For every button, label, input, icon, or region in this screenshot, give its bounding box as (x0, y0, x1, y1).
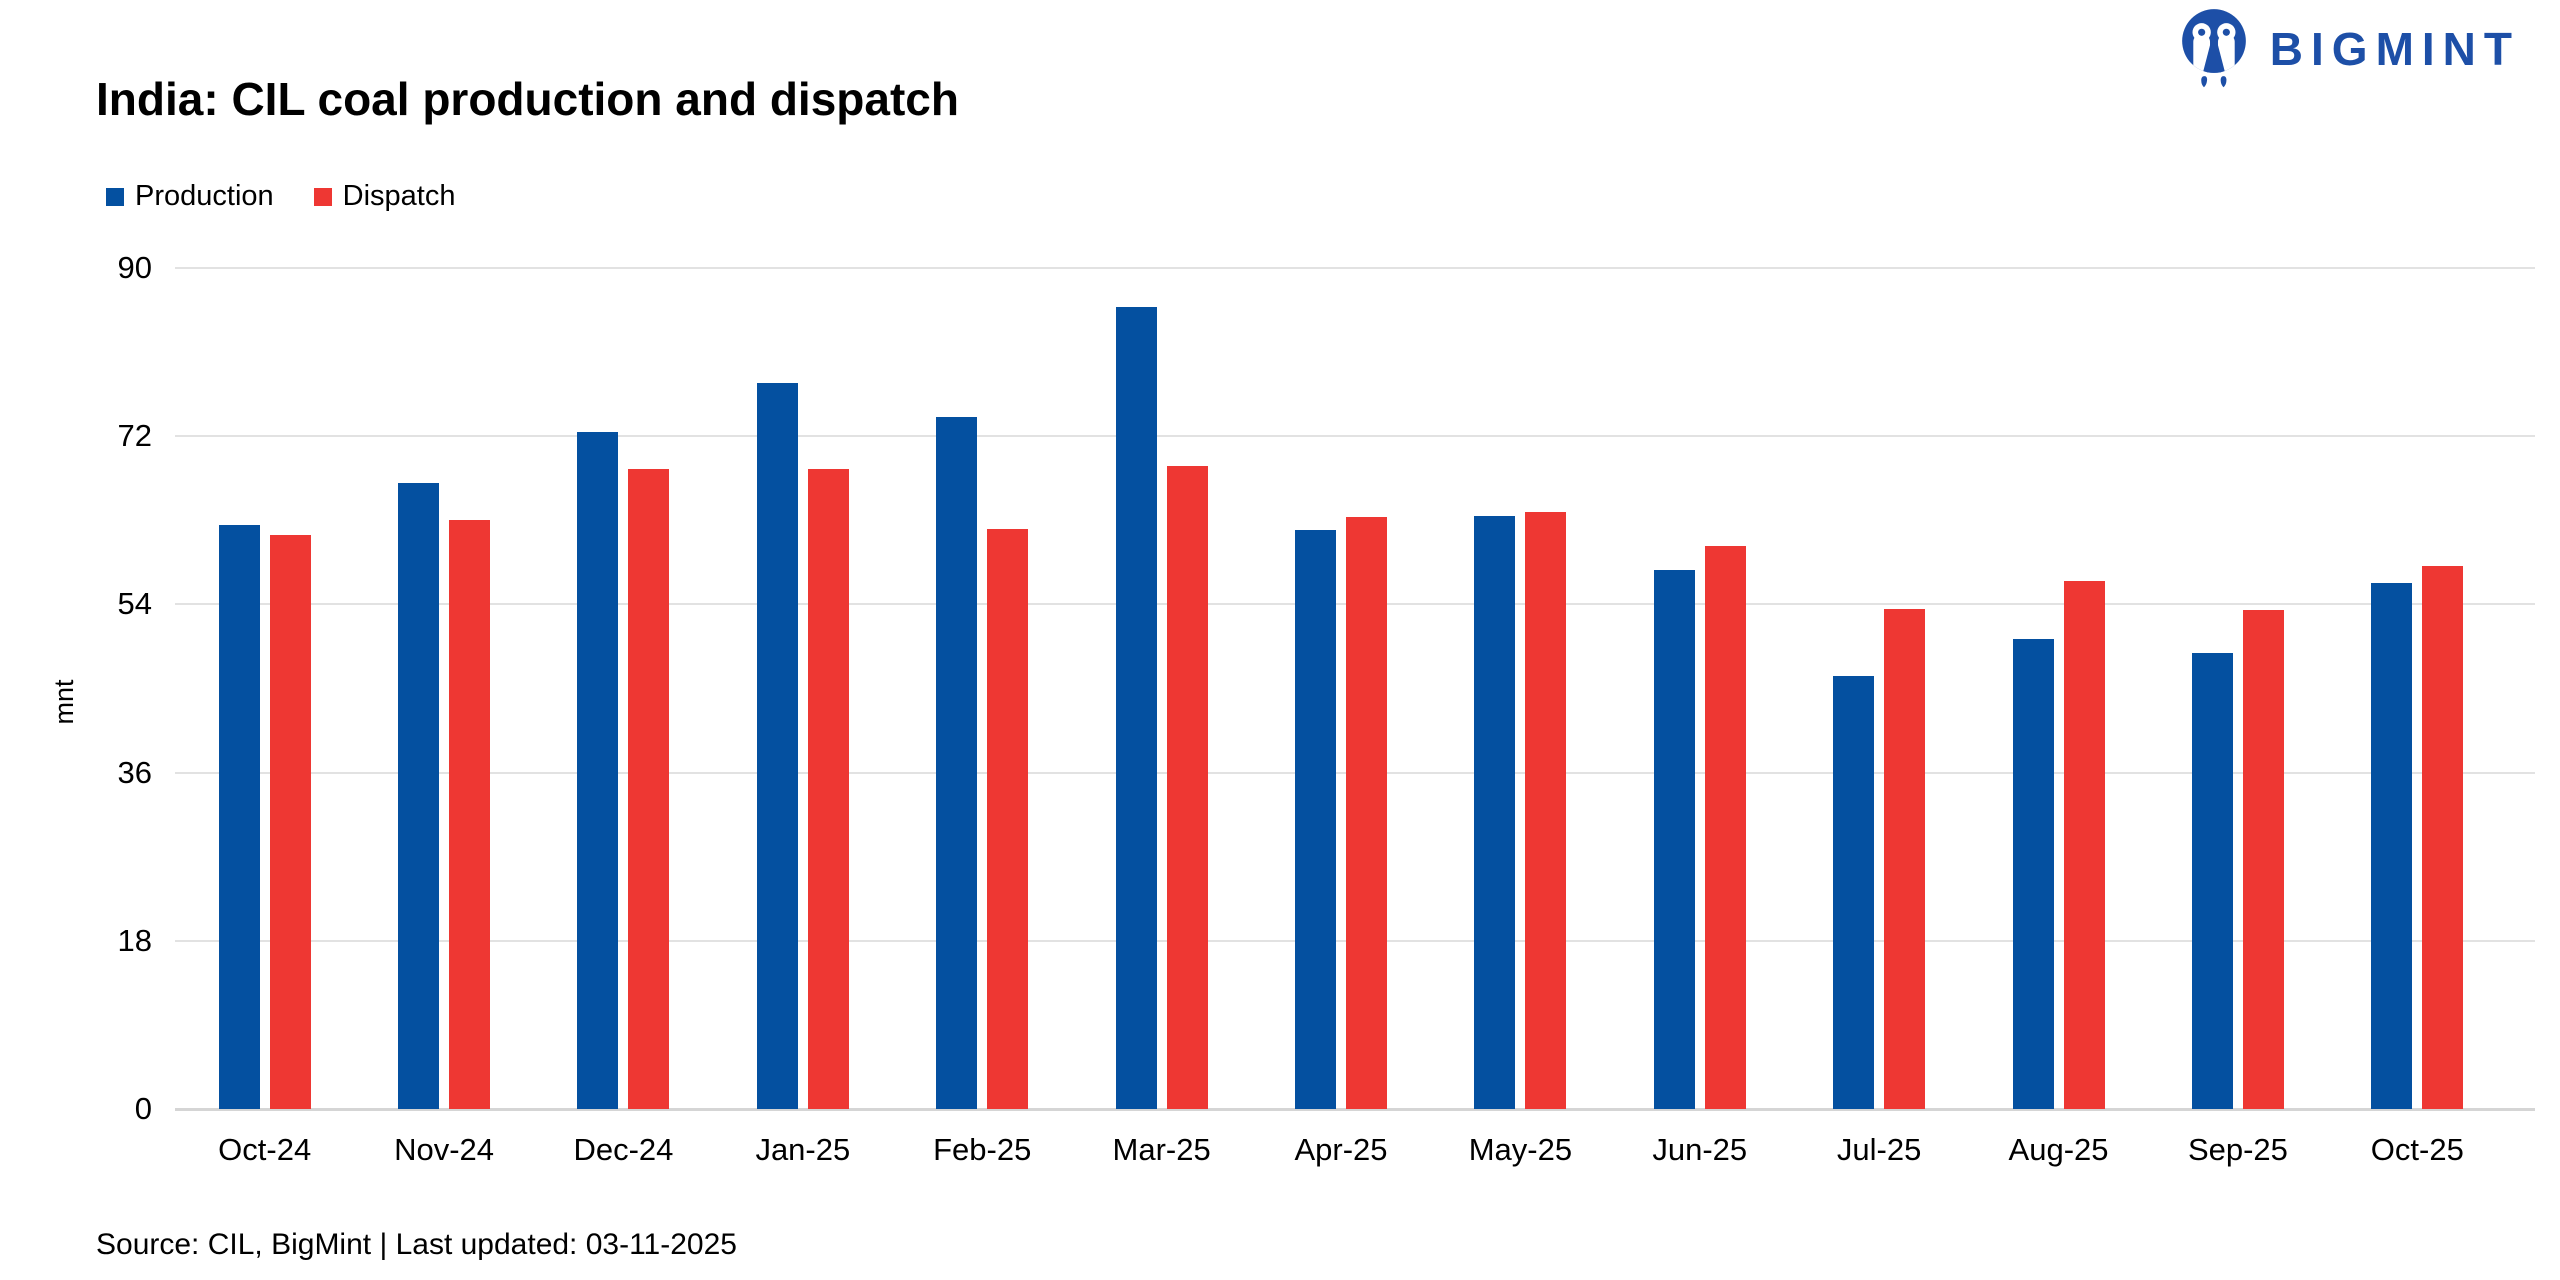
bar-dispatch-oct-25 (2422, 566, 2464, 1109)
y-tick-label: 0 (134, 1091, 152, 1126)
bar-production-oct-25 (2371, 582, 2413, 1109)
bar-dispatch-aug-25 (2063, 581, 2105, 1109)
bar-production-dec-24 (577, 432, 619, 1109)
y-tick-label: 90 (117, 250, 152, 285)
legend-label: Production (135, 180, 274, 212)
legend-swatch-dispatch (313, 187, 332, 206)
x-tick-label-oct-24: Oct-24 (218, 1132, 312, 1167)
y-tick-label: 36 (117, 754, 152, 790)
bar-dispatch-dec-24 (628, 468, 670, 1109)
y-tick-label: 72 (117, 418, 152, 454)
bar-dispatch-nov-24 (449, 520, 491, 1109)
x-tick-label-may-25: May-25 (1468, 1132, 1573, 1167)
bar-production-mar-25 (1115, 307, 1157, 1109)
bar-dispatch-oct-24 (269, 535, 311, 1109)
source-note: Source: CIL, BigMint | Last updated: 03-… (96, 1228, 737, 1261)
bar-dispatch-mar-25 (1166, 466, 1208, 1109)
x-tick-label-jul-25: Jul-25 (1836, 1132, 1922, 1167)
legend-item-dispatch: Dispatch (313, 180, 456, 213)
x-tick-label-feb-25: Feb-25 (933, 1132, 1032, 1167)
gridline-90 (175, 267, 2535, 269)
x-tick-label-nov-24: Nov-24 (394, 1132, 495, 1167)
bar-dispatch-apr-25 (1346, 516, 1387, 1109)
bar-dispatch-jun-25 (1704, 545, 1746, 1109)
bar-dispatch-sep-25 (2242, 610, 2284, 1109)
bar-dispatch-feb-25 (987, 528, 1029, 1109)
bar-production-sep-25 (2191, 652, 2233, 1109)
bigmint-logo-text: BIGMINT (2269, 23, 2520, 75)
x-tick-label-jun-25: Jun-25 (1652, 1132, 1748, 1167)
bar-dispatch-jul-25 (1884, 609, 1926, 1109)
x-tick-label-apr-25: Apr-25 (1294, 1132, 1388, 1167)
x-tick-label-aug-25: Aug-25 (2008, 1132, 2109, 1167)
x-tick-label-dec-24: Dec-24 (573, 1132, 674, 1167)
bar-production-aug-25 (2012, 638, 2054, 1109)
gridline-72 (175, 435, 2535, 438)
bar-production-jan-25 (756, 382, 798, 1109)
x-tick-label-sep-25: Sep-25 (2187, 1132, 2288, 1167)
legend-item-production: Production (106, 180, 274, 213)
bar-production-oct-24 (218, 524, 260, 1109)
bar-production-may-25 (1474, 515, 1516, 1109)
legend: Production Dispatch (106, 180, 455, 213)
bigmint-logo: BIGMINT (2174, 6, 2520, 92)
legend-label: Dispatch (342, 180, 456, 212)
bar-production-feb-25 (936, 416, 978, 1109)
bigmint-logo-icon (2181, 9, 2246, 88)
bar-dispatch-jan-25 (807, 468, 849, 1109)
y-axis-title: mnt (49, 679, 79, 725)
bar-production-jun-25 (1653, 569, 1695, 1109)
bar-production-jul-25 (1833, 676, 1875, 1109)
x-tick-label-mar-25: Mar-25 (1112, 1132, 1211, 1167)
y-tick-label: 18 (117, 922, 152, 958)
chart-title: India: CIL coal production and dispatch (96, 73, 959, 125)
bar-production-apr-25 (1295, 529, 1336, 1109)
bar-dispatch-may-25 (1525, 511, 1567, 1109)
x-tick-label-jan-25: Jan-25 (755, 1132, 851, 1167)
x-tick-label-oct-25: Oct-25 (2370, 1132, 2464, 1167)
bar-production-nov-24 (398, 482, 440, 1109)
gridline-0 (175, 1108, 2535, 1111)
y-tick-label: 54 (117, 586, 152, 622)
legend-swatch-production (106, 187, 124, 206)
